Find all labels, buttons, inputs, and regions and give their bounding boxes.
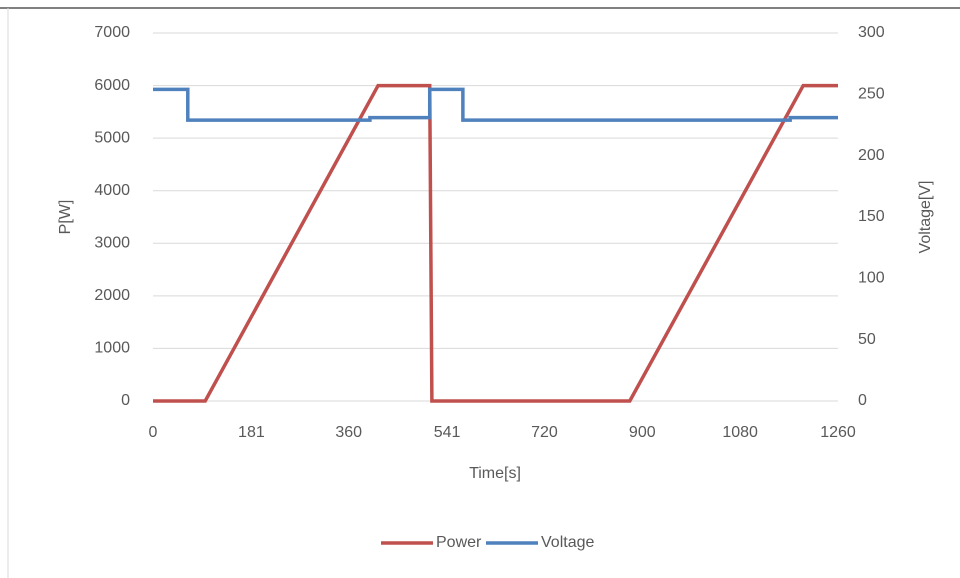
- y2-tick-label: 100: [858, 270, 885, 287]
- x-tick-label: 720: [531, 424, 558, 441]
- y-tick-label: 0: [121, 392, 130, 409]
- y2-tick-label: 150: [858, 208, 885, 225]
- x-tick-label: 360: [335, 424, 362, 441]
- y2-tick-label: 0: [858, 392, 867, 409]
- x-tick-label: 0: [149, 424, 158, 441]
- y-tick-label: 5000: [94, 129, 130, 146]
- y2-tick-label: 300: [858, 24, 885, 41]
- series-line: [153, 87, 838, 122]
- x-tick-label: 541: [434, 424, 461, 441]
- x-tick-label: 181: [238, 424, 265, 441]
- x-axis-title: Time[s]: [469, 465, 521, 482]
- y-axis-title: P[W]: [57, 200, 74, 235]
- y2-tick-label: 50: [858, 331, 876, 348]
- series-line: [153, 83, 838, 403]
- x-tick-label: 1260: [820, 424, 856, 441]
- y2-tick-label: 200: [858, 147, 885, 164]
- legend-label: Power: [436, 534, 482, 551]
- y2-axis-title: Voltage[V]: [917, 181, 934, 254]
- y2-tick-label: 250: [858, 86, 885, 103]
- x-tick-label: 1080: [722, 424, 758, 441]
- y-tick-label: 2000: [94, 287, 130, 304]
- y-tick-label: 1000: [94, 340, 130, 357]
- legend-label: Voltage: [541, 534, 594, 551]
- y-tick-label: 4000: [94, 182, 130, 199]
- y-tick-label: 7000: [94, 24, 130, 41]
- x-tick-label: 900: [629, 424, 656, 441]
- y-tick-label: 3000: [94, 235, 130, 252]
- y-tick-label: 6000: [94, 77, 130, 94]
